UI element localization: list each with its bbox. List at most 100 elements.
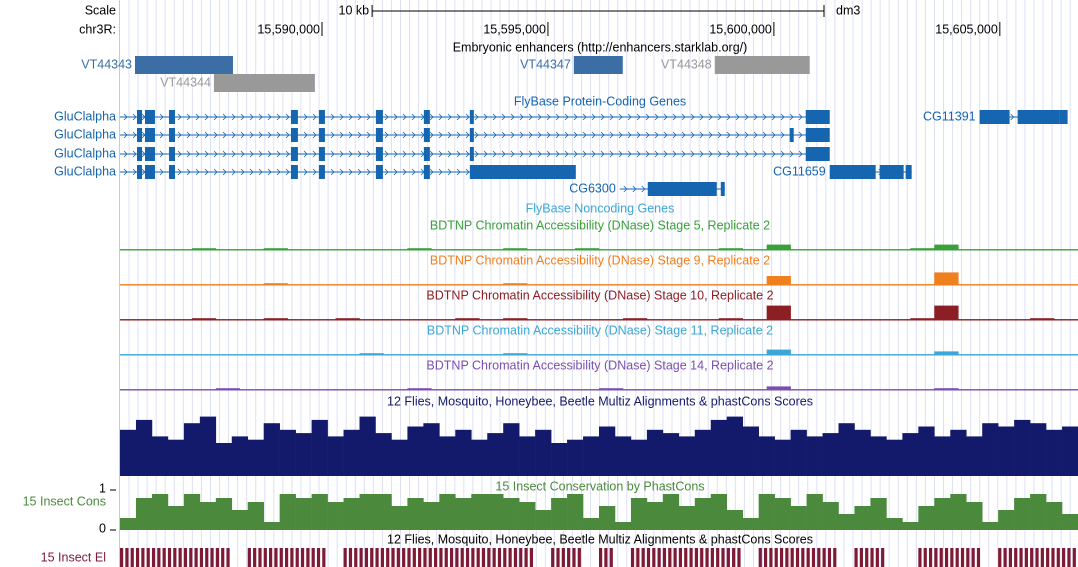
strand-arrow bbox=[618, 150, 623, 158]
strand-arrow bbox=[510, 150, 515, 158]
dnase-bar bbox=[383, 284, 408, 285]
dnase-bar bbox=[1006, 319, 1031, 320]
strand-arrow bbox=[159, 131, 164, 139]
multiz-bar bbox=[998, 426, 1015, 476]
strand-arrow bbox=[366, 113, 371, 121]
strand-arrow bbox=[312, 150, 317, 158]
dnase-bar bbox=[1054, 354, 1078, 355]
multiz-bar bbox=[247, 439, 264, 476]
dnase-bar bbox=[479, 319, 504, 320]
dnase-bar bbox=[646, 354, 672, 355]
strand-arrow bbox=[609, 150, 614, 158]
element-bar bbox=[306, 548, 310, 567]
strand-arrow bbox=[204, 131, 209, 139]
element-bar bbox=[503, 548, 507, 567]
element-bar bbox=[290, 548, 294, 567]
gene-label: GluClalpha bbox=[54, 146, 116, 160]
exon bbox=[805, 147, 830, 161]
multiz-bar bbox=[854, 429, 871, 476]
cons-bar bbox=[455, 498, 472, 530]
element-bar bbox=[567, 548, 571, 567]
cons-bar bbox=[934, 498, 951, 530]
dnase-bar bbox=[335, 389, 360, 390]
dnase-bar bbox=[311, 249, 336, 250]
dnase-bar bbox=[335, 354, 360, 355]
cons-bar bbox=[231, 510, 249, 530]
dnase-bar bbox=[311, 354, 336, 355]
multiz-bar bbox=[151, 436, 169, 476]
dnase-bar bbox=[790, 354, 815, 355]
multiz-bar bbox=[183, 423, 201, 476]
element-bar bbox=[1056, 548, 1060, 567]
strand-arrow bbox=[762, 150, 767, 158]
element-bar bbox=[577, 548, 581, 567]
element-bar bbox=[790, 548, 794, 567]
element-bar bbox=[705, 548, 709, 567]
track-title: FlyBase Protein-Coding Genes bbox=[514, 94, 686, 108]
strand-arrow bbox=[798, 131, 803, 139]
multiz-bar bbox=[583, 436, 600, 476]
dnase-bar bbox=[143, 249, 169, 250]
cons-bar bbox=[359, 494, 376, 530]
track-title: BDTNP Chromatin Accessibility (DNase) St… bbox=[430, 218, 770, 232]
multiz-bar bbox=[918, 426, 935, 476]
multiz-bar bbox=[439, 436, 456, 476]
dnase-bar bbox=[814, 354, 839, 355]
dnase-bar bbox=[838, 389, 863, 390]
strand-arrow bbox=[780, 150, 785, 158]
dnase-bar bbox=[862, 284, 887, 285]
element-bar bbox=[513, 548, 518, 567]
dnase-bar bbox=[958, 389, 983, 390]
strand-arrow bbox=[501, 113, 506, 121]
strand-arrow bbox=[123, 150, 128, 158]
multiz-bar bbox=[567, 439, 584, 476]
multiz-bar bbox=[1062, 426, 1078, 476]
strand-arrow bbox=[231, 131, 236, 139]
cons-bar bbox=[295, 498, 312, 530]
assembly-label: dm3 bbox=[836, 3, 860, 17]
dnase-bar bbox=[766, 305, 791, 320]
dnase-bar bbox=[1030, 318, 1055, 320]
element-bar bbox=[359, 548, 363, 567]
element-bar bbox=[529, 548, 534, 567]
strand-arrow bbox=[267, 150, 272, 158]
strand-arrow bbox=[384, 168, 389, 176]
element-bar bbox=[199, 548, 204, 567]
strand-arrow bbox=[717, 150, 722, 158]
strand-arrow bbox=[393, 131, 398, 139]
exon bbox=[290, 110, 298, 124]
strand-arrow bbox=[186, 168, 191, 176]
strand-arrow bbox=[132, 131, 137, 139]
element-bar bbox=[311, 548, 315, 567]
cons-bar bbox=[630, 498, 648, 530]
element-bar bbox=[1067, 548, 1071, 567]
strand-arrow bbox=[177, 150, 182, 158]
strand-arrow bbox=[357, 113, 362, 121]
strand-arrow bbox=[789, 150, 794, 158]
strand-arrow bbox=[609, 113, 614, 121]
dnase-bar bbox=[503, 389, 528, 390]
dnase-bar bbox=[934, 305, 959, 320]
multiz-bar bbox=[1046, 429, 1063, 476]
cons-bar bbox=[950, 494, 967, 530]
strand-arrow bbox=[573, 131, 578, 139]
strand-arrow bbox=[213, 150, 218, 158]
enhancer-label: VT44343 bbox=[81, 57, 132, 71]
dnase-bar bbox=[120, 319, 145, 320]
element-bar bbox=[1035, 548, 1039, 567]
dnase-bar bbox=[527, 284, 552, 285]
exon bbox=[144, 147, 155, 161]
dnase-bar bbox=[934, 272, 959, 285]
dnase-bar bbox=[431, 354, 456, 355]
exon bbox=[144, 110, 155, 124]
exon bbox=[375, 110, 383, 124]
strand-arrow bbox=[600, 131, 605, 139]
dnase-bar bbox=[718, 354, 743, 355]
element-bar bbox=[689, 548, 693, 567]
strand-arrow bbox=[330, 131, 335, 139]
dnase-bar bbox=[167, 284, 193, 285]
multiz-bar bbox=[1014, 419, 1031, 476]
element-bar bbox=[604, 548, 608, 567]
dnase-bar bbox=[455, 249, 480, 250]
cons-bar bbox=[614, 522, 632, 530]
